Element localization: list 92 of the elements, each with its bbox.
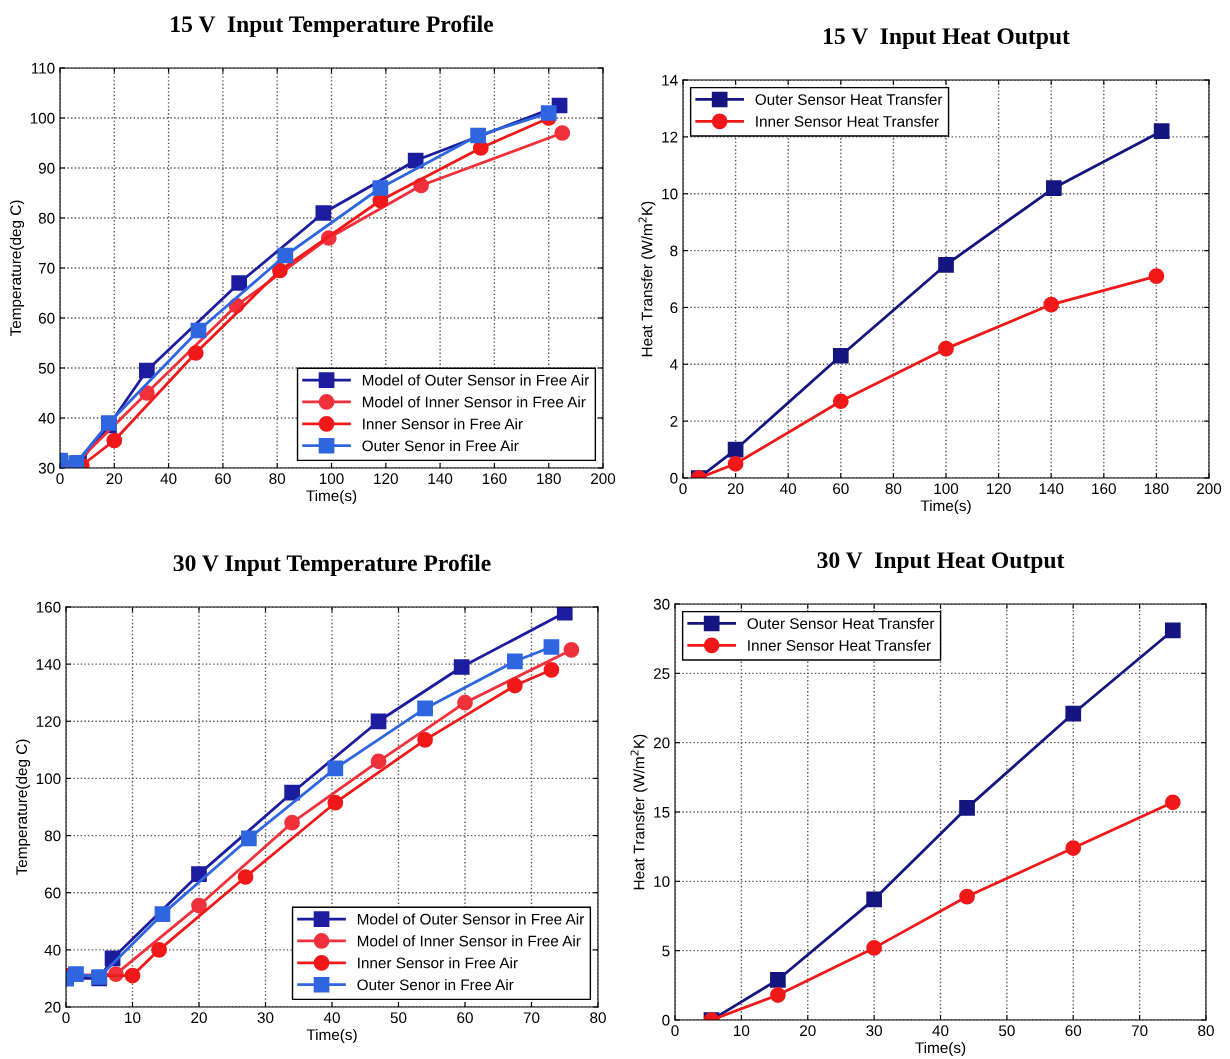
x-tick-label: 70 xyxy=(523,1012,540,1024)
x-tick-label: 20 xyxy=(727,483,744,495)
y-axis-title: Temperature(deg C) xyxy=(15,739,31,875)
y-tick-label: 40 xyxy=(44,944,61,956)
y-tick-label: 6 xyxy=(670,302,678,314)
y-tick-label: 60 xyxy=(38,312,55,324)
x-tick-label: 40 xyxy=(160,473,177,485)
y-tick-label: 90 xyxy=(38,162,55,174)
x-tick-label: 180 xyxy=(537,473,561,485)
x-tick-label: 200 xyxy=(591,473,616,485)
y-tick-label: 80 xyxy=(44,830,61,842)
x-tick-label: 10 xyxy=(125,1012,141,1024)
x-tick-label: 100 xyxy=(319,473,344,485)
x-tick-label: 80 xyxy=(269,473,286,485)
legend-label: Model of Outer Sensor in Free Air xyxy=(362,374,590,386)
chart-title: 30 V Input Temperature Profile xyxy=(173,554,491,576)
x-tick-label: 180 xyxy=(1144,483,1169,495)
x-tick-label: 50 xyxy=(998,1025,1015,1037)
x-tick-label: 80 xyxy=(1198,1025,1214,1037)
x-tick-label: 20 xyxy=(106,473,123,485)
y-tick-label: 20 xyxy=(44,1001,61,1013)
y-axis-title: Heat Transfer (W/m$^{2}$K) xyxy=(630,734,648,890)
y-tick-label: 100 xyxy=(36,773,61,785)
chart-title: 15 V Input Temperature Profile xyxy=(171,15,494,37)
legend-label: Inner Sensor Heat Transfer xyxy=(756,115,939,127)
x-axis-title: Time(s) xyxy=(920,499,971,515)
x-tick-label: 60 xyxy=(457,1012,473,1024)
y-tick-label: 2 xyxy=(670,416,678,427)
x-axis-title: Time(s) xyxy=(306,489,357,505)
legend-label: Inner Sensor Heat Transfer xyxy=(748,639,931,651)
x-tick-label: 50 xyxy=(390,1012,407,1024)
y-tick-label: 40 xyxy=(38,412,55,424)
x-tick-label: 40 xyxy=(780,483,797,495)
x-tick-label: 40 xyxy=(932,1025,949,1037)
y-tick-label: 20 xyxy=(653,737,670,749)
x-tick-label: 60 xyxy=(833,483,849,495)
x-tick-label: 140 xyxy=(1039,483,1064,495)
legend-label: Inner Sensor in Free Air xyxy=(363,418,523,430)
x-axis-title: Time(s) xyxy=(915,1041,966,1057)
y-tick-label: 50 xyxy=(38,362,55,374)
y-tick-label: 4 xyxy=(669,359,678,370)
legend-label: Outer Senor in Free Air xyxy=(357,979,514,991)
y-tick-label: 8 xyxy=(670,245,678,257)
x-tick-label: 160 xyxy=(482,473,507,485)
y-tick-label: 15 xyxy=(654,807,670,818)
x-tick-label: 30 xyxy=(866,1025,883,1037)
x-tick-label: 0 xyxy=(62,1012,70,1024)
chart-title: 30 V Input Heat Output xyxy=(817,552,1065,573)
x-tick-label: 160 xyxy=(1092,483,1116,495)
y-tick-label: 120 xyxy=(36,716,61,727)
x-tick-label: 120 xyxy=(987,483,1011,495)
x-tick-label: 10 xyxy=(734,1025,750,1037)
y-tick-label: 30 xyxy=(653,598,670,610)
x-tick-label: 20 xyxy=(800,1025,816,1037)
x-tick-label: 140 xyxy=(428,473,453,485)
y-tick-label: 10 xyxy=(662,188,678,200)
y-tick-label: 5 xyxy=(662,945,670,957)
x-tick-label: 20 xyxy=(191,1012,207,1024)
x-tick-label: 60 xyxy=(1065,1025,1082,1037)
legend-label: Model of Inner Sensor in Free Air xyxy=(357,935,581,947)
chart-title: 15 V Input Heat Output xyxy=(824,28,1070,49)
y-tick-label: 80 xyxy=(38,212,55,224)
y-axis-title: Temperature(deg C) xyxy=(9,200,25,336)
x-tick-label: 70 xyxy=(1131,1025,1148,1037)
y-tick-label: 140 xyxy=(36,659,61,670)
x-tick-label: 100 xyxy=(934,483,959,495)
y-tick-label: 12 xyxy=(662,131,678,143)
y-tick-label: 100 xyxy=(30,112,55,124)
x-tick-label: 120 xyxy=(374,473,398,485)
y-tick-label: 14 xyxy=(662,75,678,86)
y-tick-label: 25 xyxy=(653,668,670,680)
legend-label: Outer Senor in Free Air xyxy=(362,440,519,452)
legend-label: Model of Outer Sensor in Free Air xyxy=(357,913,585,925)
y-tick-label: 10 xyxy=(654,876,670,888)
legend-label: Outer Sensor Heat Transfer xyxy=(755,93,943,105)
y-axis-title: Heat Transfer (W/m$^{2}$K) xyxy=(638,201,656,357)
y-tick-label: 70 xyxy=(38,262,55,274)
y-tick-label: 60 xyxy=(44,887,61,899)
y-tick-label: 30 xyxy=(38,462,55,474)
x-tick-label: 40 xyxy=(323,1012,340,1024)
x-tick-label: 80 xyxy=(885,483,902,495)
x-axis-title: Time(s) xyxy=(306,1028,357,1044)
x-tick-label: 30 xyxy=(257,1012,274,1024)
legend-label: Inner Sensor in Free Air xyxy=(358,957,518,969)
legend-label: Outer Sensor Heat Transfer xyxy=(747,617,935,629)
legend-label: Model of Inner Sensor in Free Air xyxy=(362,396,586,408)
x-tick-label: 60 xyxy=(215,473,231,485)
x-tick-label: 200 xyxy=(1197,483,1222,495)
x-tick-label: 80 xyxy=(590,1012,606,1024)
y-tick-label: 110 xyxy=(31,62,55,74)
y-tick-label: 160 xyxy=(36,601,61,613)
x-tick-label: 0 xyxy=(679,483,687,495)
